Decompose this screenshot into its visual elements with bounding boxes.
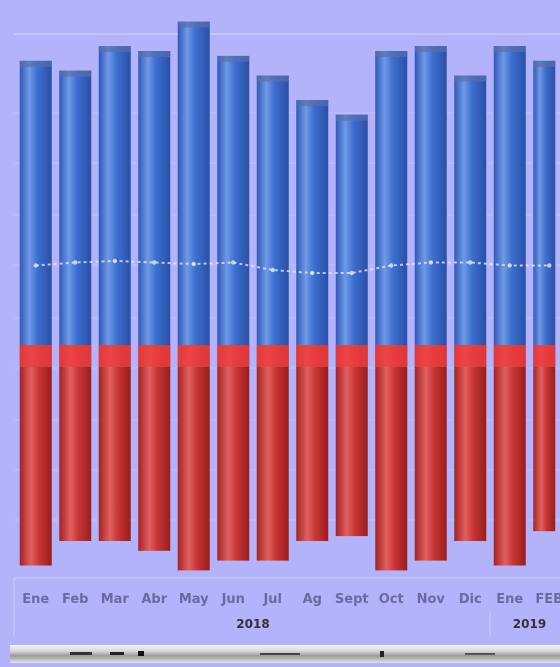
bar-blue-8 xyxy=(335,114,368,345)
year-group-label: 2019 xyxy=(513,617,546,631)
x-tick-label: Feb xyxy=(62,592,88,607)
bar-red-4 xyxy=(177,345,210,571)
x-tick-label: Dic xyxy=(459,592,482,607)
trend-point-7 xyxy=(310,270,315,276)
x-tick-label: Jul xyxy=(262,592,282,607)
bar-blue-cap-11 xyxy=(454,75,487,82)
bars xyxy=(19,21,556,571)
bar-blue-4 xyxy=(177,21,210,345)
x-tick-label: Ag xyxy=(303,592,322,607)
bar-blue-7 xyxy=(296,100,329,345)
bar-blue-cap-13 xyxy=(533,60,556,67)
bar-blue-3 xyxy=(138,51,171,345)
bar-blue-0 xyxy=(19,60,52,346)
bar-blue-cap-2 xyxy=(98,46,131,53)
bar-blue-cap-12 xyxy=(493,46,526,53)
x-tick-label: FEB xyxy=(535,592,560,607)
bar-red-6 xyxy=(256,345,289,561)
trend-point-0 xyxy=(33,263,38,268)
bar-red-band-13 xyxy=(533,345,556,367)
bar-blue-9 xyxy=(375,51,408,345)
bar-red-band-10 xyxy=(414,345,447,367)
bar-blue-cap-1 xyxy=(59,70,92,77)
bar-blue-12 xyxy=(493,46,526,345)
horizontal-scrollbar[interactable] xyxy=(10,645,560,663)
bar-red-band-0 xyxy=(19,345,52,367)
trend-point-8 xyxy=(349,270,354,276)
x-tick-label: Ene xyxy=(496,592,523,607)
x-tick-label: Sept xyxy=(335,592,369,607)
trend-point-1 xyxy=(73,260,78,265)
x-tick-label: Jun xyxy=(221,592,245,607)
bar-red-3 xyxy=(138,345,171,551)
bar-red-9 xyxy=(375,345,408,571)
trend-point-5 xyxy=(231,260,236,265)
trend-line-path xyxy=(35,259,550,274)
bar-red-band-8 xyxy=(335,345,368,367)
bar-red-band-9 xyxy=(375,345,408,367)
scrollbar-thumb-texture xyxy=(70,651,495,657)
bar-blue-2 xyxy=(98,46,131,345)
bar-red-band-2 xyxy=(98,345,131,367)
bar-blue-cap-5 xyxy=(217,55,250,62)
trend-point-9 xyxy=(389,263,394,268)
bar-red-11 xyxy=(454,345,487,541)
bar-blue-cap-3 xyxy=(138,51,171,57)
bar-blue-cap-7 xyxy=(296,100,329,106)
trend-point-13 xyxy=(547,263,552,268)
bar-blue-10 xyxy=(414,46,447,345)
bar-red-12 xyxy=(493,345,526,566)
x-tick-label: Oct xyxy=(379,592,404,607)
bar-blue-cap-4 xyxy=(177,21,210,28)
x-tick-label: Mar xyxy=(101,592,130,607)
x-tick-label: Ene xyxy=(22,592,49,607)
bar-red-band-5 xyxy=(217,345,250,367)
x-axis: Ene Feb Mar Abr May Jun Jul Ag Sept Oct Nov Dic Ene F… xyxy=(13,577,560,636)
bar-red-8 xyxy=(335,345,368,537)
x-tick-label: May xyxy=(179,592,209,607)
bar-red-10 xyxy=(414,345,447,561)
x-tick-label: Abr xyxy=(141,592,167,607)
bar-blue-1 xyxy=(59,70,92,345)
bar-blue-cap-9 xyxy=(375,51,408,57)
bar-blue-cap-0 xyxy=(19,60,52,67)
bar-blue-cap-8 xyxy=(335,114,368,121)
bar-red-2 xyxy=(98,345,131,541)
bar-red-7 xyxy=(296,345,329,541)
bar-red-13 xyxy=(533,345,556,532)
trend-point-12 xyxy=(507,263,512,268)
year-group-label: 2018 xyxy=(236,617,269,631)
bar-red-0 xyxy=(19,345,52,566)
bar-red-band-3 xyxy=(138,345,171,367)
x-tick-label: Nov xyxy=(417,592,446,607)
trend-point-2 xyxy=(112,258,117,264)
bar-red-5 xyxy=(217,345,250,561)
trend-point-10 xyxy=(428,260,433,265)
trend-point-6 xyxy=(270,267,275,273)
trend-point-3 xyxy=(152,260,157,265)
trend-line xyxy=(33,258,552,276)
bar-red-band-7 xyxy=(296,345,329,367)
trend-point-11 xyxy=(468,260,473,265)
bar-blue-cap-6 xyxy=(256,75,289,82)
bar-red-band-4 xyxy=(177,345,210,367)
bar-red-band-12 xyxy=(493,345,526,367)
bar-blue-11 xyxy=(454,75,487,345)
bar-red-band-1 xyxy=(59,345,92,367)
bar-red-1 xyxy=(59,345,92,541)
bar-blue-6 xyxy=(256,75,289,345)
bar-blue-cap-10 xyxy=(414,46,447,53)
bar-blue-5 xyxy=(217,55,250,346)
trend-point-4 xyxy=(191,261,196,267)
bar-blue-13 xyxy=(533,60,556,346)
bar-red-band-6 xyxy=(256,345,289,367)
bar-red-band-11 xyxy=(454,345,487,367)
